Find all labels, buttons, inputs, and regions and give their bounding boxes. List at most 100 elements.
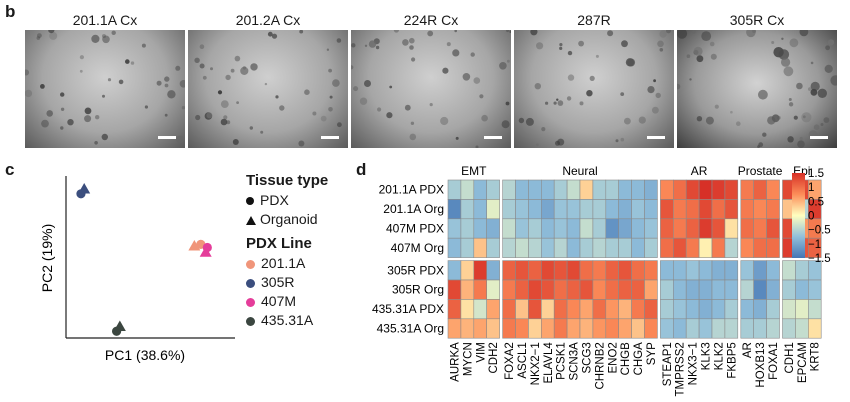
heatmap-cell [631, 299, 645, 320]
color-dot-icon [246, 278, 255, 288]
legend-item-organoid: Organoid [246, 211, 356, 227]
micrograph-title: 201.2A Cx [235, 12, 301, 28]
heatmap-cell [447, 179, 462, 200]
heatmap-row-label: 305R PDX [387, 263, 444, 277]
heatmap-cell [541, 318, 555, 339]
heatmap-cell [644, 279, 658, 300]
heatmap-cell [486, 299, 500, 320]
heatmap-cell [515, 260, 529, 281]
heatmap-cell [473, 199, 488, 220]
scale-bar [810, 136, 828, 139]
heatmap-column-label: NKX3−1 [688, 342, 700, 385]
heatmap-cell [592, 237, 607, 258]
heatmap-cell [605, 237, 620, 258]
heatmap-cell [660, 237, 674, 258]
heatmap-cell [502, 260, 516, 281]
color-dot-icon [246, 259, 255, 269]
heatmap-group-label: Neural [562, 164, 597, 178]
heatmap-cell [698, 318, 713, 339]
heatmap-cell [515, 299, 529, 320]
scale-bar [158, 136, 176, 139]
panel-c-label: c [5, 160, 15, 179]
heatmap-cell [460, 260, 475, 281]
heatmap-group-label: AR [691, 164, 708, 178]
heatmap-cell [644, 218, 658, 239]
heatmap-column-label: HOXB13 [755, 342, 767, 387]
heatmap-cell [724, 318, 739, 339]
heatmap-cell [698, 299, 713, 320]
heatmap-cell [644, 260, 658, 281]
heatmap-cell [660, 260, 674, 281]
heatmap-cell [473, 318, 488, 339]
heatmap-cell [566, 299, 581, 320]
heatmap-cell [724, 260, 739, 281]
heatmap-cell [528, 299, 542, 320]
color-dot-icon [246, 297, 255, 307]
heatmap-cell [541, 199, 555, 220]
heatmap-cell [566, 218, 581, 239]
heatmap-row-label: 305R Org [392, 283, 444, 297]
heatmap-cell [553, 237, 568, 258]
heatmap-group-label: Prostate [738, 164, 783, 178]
heatmap-cell [486, 237, 500, 258]
heatmap-cell [502, 199, 516, 220]
heatmap-cell [541, 218, 555, 239]
heatmap-column-label: KRT8 [810, 342, 822, 371]
heatmap-cell [644, 318, 658, 339]
heatmap-column-label: KLK3 [701, 342, 713, 370]
scale-bar [321, 136, 339, 139]
panel-b-label: b [5, 2, 16, 21]
organoid-micrograph [677, 30, 837, 148]
colorbar-tick-label: −1 [808, 239, 821, 251]
heatmap-column-label: ENO2 [607, 342, 619, 373]
heatmap-cell [740, 237, 754, 258]
pca-legend: Tissue type PDX Organoid PDX Line 201.1A… [246, 172, 356, 328]
heatmap-cell [528, 318, 542, 339]
heatmap-cell [740, 218, 754, 239]
scale-bar [647, 136, 665, 139]
panel-d-label: d [356, 160, 367, 179]
legend-item-pdx: PDX [246, 192, 356, 208]
heatmap-cell [579, 237, 594, 258]
heatmap-row-label: 407M Org [391, 241, 444, 255]
heatmap-row-label: 407M PDX [386, 222, 444, 236]
heatmap-cell [618, 260, 632, 281]
heatmap-cell [566, 260, 581, 281]
heatmap-cell [724, 237, 739, 258]
heatmap-cell [618, 318, 632, 339]
heatmap-column-label: CDH2 [488, 342, 500, 373]
heatmap-cell [447, 318, 462, 339]
heatmap-cell [473, 218, 488, 239]
heatmap-column-label: MYCN [462, 342, 474, 376]
colorbar-tick-label: 1.5 [808, 168, 824, 180]
heatmap-cell [618, 237, 632, 258]
heatmap-cell [515, 199, 529, 220]
heatmap-cell [753, 260, 767, 281]
heatmap-cell [685, 179, 700, 200]
heatmap-cell [631, 218, 645, 239]
heatmap-cell [528, 179, 542, 200]
heatmap-cell [660, 279, 674, 300]
heatmap-cell [672, 260, 687, 281]
heatmap-column-label: FKBP5 [726, 342, 738, 378]
heatmap-column-label: ELAVL4 [543, 342, 555, 384]
heatmap-cell [592, 260, 607, 281]
heatmap-column-label: NKX2−1 [530, 342, 542, 385]
heatmap-cell [685, 199, 700, 220]
heatmap-cell [795, 299, 809, 320]
heatmap-cell [541, 237, 555, 258]
colorbar [792, 173, 805, 258]
heatmap-cell [644, 299, 658, 320]
heatmap-cell [672, 199, 687, 220]
heatmap-cell [766, 179, 780, 200]
heatmap-cell [698, 237, 713, 258]
micrograph-title: 201.1A Cx [72, 12, 138, 28]
heatmap-cell [515, 318, 529, 339]
heatmap-cell [460, 299, 475, 320]
heatmap-cell [807, 318, 822, 339]
heatmap-cell [795, 318, 809, 339]
legend-item-line: 407M [246, 293, 356, 309]
pca-ylabel: PC2 (19%) [39, 224, 55, 292]
heatmap-cell [579, 299, 594, 320]
heatmap-cell [618, 218, 632, 239]
